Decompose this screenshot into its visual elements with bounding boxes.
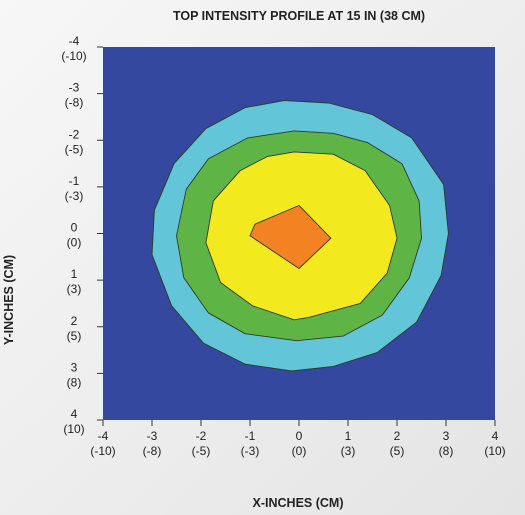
plot-area (103, 47, 495, 420)
x-axis-ticks: -4(-10) -3(-8) -2(-5) -1(-3) 0(0) 1(3) 2(5) 3(8… (90, 420, 506, 458)
x-tick-sublabel: (3) (341, 444, 356, 458)
y-tick-label: -3 (69, 81, 80, 95)
y-tick-sublabel: (10) (63, 422, 84, 436)
y-axis-ticks: -4(-10) -3(-8) -2(-5) -1(-3) 0(0) 1(3) 2(5) 3(8… (61, 34, 103, 436)
x-tick-sublabel: (10) (484, 444, 505, 458)
x-tick-label: -3 (147, 429, 158, 443)
x-tick-label: -1 (245, 429, 256, 443)
y-tick-sublabel: (-10) (61, 49, 86, 63)
y-tick-label: -2 (69, 127, 80, 141)
x-tick-sublabel: (-8) (143, 444, 162, 458)
x-tick-sublabel: (-5) (192, 444, 211, 458)
contour-level-4 (249, 205, 332, 269)
y-tick-label: -1 (69, 174, 80, 188)
x-tick-label: 1 (345, 429, 352, 443)
x-tick-label: 2 (394, 429, 401, 443)
y-tick-sublabel: (-8) (65, 96, 84, 110)
y-axis-label: Y-INCHES (CM) (2, 255, 16, 345)
y-tick-sublabel: (5) (67, 329, 82, 343)
x-tick-label: 3 (443, 429, 450, 443)
x-tick-sublabel: (5) (390, 444, 405, 458)
y-tick-label: 0 (71, 221, 78, 235)
x-axis-label: X-INCHES (CM) (253, 496, 344, 510)
y-tick-sublabel: (0) (67, 236, 82, 250)
y-tick-sublabel: (-3) (65, 189, 84, 203)
y-tick-label: 3 (71, 360, 78, 374)
y-tick-sublabel: (-5) (65, 142, 84, 156)
y-tick-sublabel: (8) (67, 375, 82, 389)
x-tick-label: 4 (492, 429, 499, 443)
y-tick-label: 1 (71, 267, 78, 281)
y-tick-sublabel: (3) (67, 282, 82, 296)
x-tick-label: -2 (196, 429, 207, 443)
x-tick-sublabel: (0) (292, 444, 307, 458)
x-tick-sublabel: (8) (439, 444, 454, 458)
y-tick-label: -4 (69, 34, 80, 48)
x-tick-label: 0 (296, 429, 303, 443)
chart-title: TOP INTENSITY PROFILE AT 15 IN (38 CM) (173, 9, 425, 23)
x-tick-sublabel: (-10) (90, 444, 115, 458)
y-tick-label: 4 (71, 407, 78, 421)
x-tick-sublabel: (-3) (241, 444, 260, 458)
y-tick-label: 2 (71, 314, 78, 328)
x-tick-label: -4 (98, 429, 109, 443)
